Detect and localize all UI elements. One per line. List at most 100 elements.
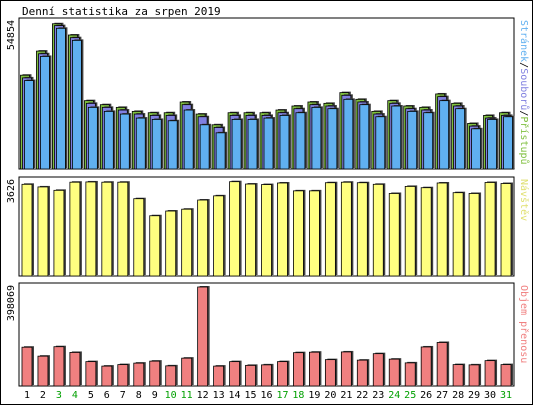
bar-hits-15	[247, 119, 258, 170]
bar-hits-24	[391, 105, 402, 170]
legend-label-visits: Návštěv	[518, 179, 530, 221]
x-tick-label-29: 29	[468, 390, 480, 401]
bar-volume-17	[277, 361, 288, 387]
x-tick-label-25: 25	[404, 390, 416, 401]
x-tick-label-28: 28	[452, 390, 464, 401]
x-tick-label-31: 31	[500, 390, 512, 401]
bar-hits-10	[167, 120, 178, 170]
x-tick-label-8: 8	[136, 390, 142, 401]
bar-volume-9	[149, 360, 161, 387]
chart-title: Denní statistika za srpen 2019	[22, 5, 221, 18]
bar-visits-27	[436, 182, 448, 277]
bar-volume-28	[452, 364, 464, 387]
bar-hits-17	[279, 115, 290, 170]
bar-hits-13	[215, 132, 226, 170]
bar-visits-13	[213, 195, 224, 277]
x-tick-label-24: 24	[388, 390, 400, 401]
x-tick-label-6: 6	[104, 390, 110, 401]
bar-visits-17	[277, 182, 288, 277]
x-axis-labels: 1 2 3 4 5 6 7 8 9 10 11 12 13 14 15 16 17 18 19 20 21 22 23 24 2…	[24, 390, 512, 401]
x-tick-label-30: 30	[484, 390, 496, 401]
bar-visits-22	[356, 182, 368, 277]
bar-volume-7	[117, 364, 129, 387]
x-tick-label-23: 23	[372, 390, 384, 401]
legend-entry: Návštěv	[518, 179, 530, 221]
legend-label-hits: Stránek/Souborů/Přístupů	[518, 20, 530, 165]
bar-hits-16	[263, 117, 274, 170]
bar-hits-5	[87, 106, 98, 170]
bar-hits-22	[359, 104, 370, 170]
bar-hits-9	[151, 119, 162, 170]
bar-hits-26	[423, 112, 434, 170]
bar-visits-11	[181, 208, 193, 277]
bar-volume-14	[229, 361, 240, 387]
bar-visits-19	[309, 190, 320, 277]
y-max-label-volume: 398069	[6, 285, 17, 321]
bar-hits-18	[295, 112, 306, 170]
bar-visits-7	[117, 181, 129, 277]
bar-volume-24	[388, 358, 400, 387]
bar-hits-8	[135, 117, 146, 170]
bar-volume-5	[85, 361, 97, 387]
x-tick-label-16: 16	[260, 390, 272, 401]
bar-volume-6	[101, 365, 113, 387]
bar-visits-14	[229, 181, 240, 277]
bar-hits-23	[375, 116, 386, 170]
bar-volume-18	[293, 352, 304, 387]
bar-hits-20	[327, 108, 338, 170]
x-tick-label-10: 10	[165, 390, 177, 401]
bar-hits-19	[311, 106, 322, 170]
bar-visits-20	[324, 182, 336, 277]
bar-visits-29	[468, 193, 480, 277]
bar-volume-22	[356, 359, 368, 387]
bar-visits-25	[404, 185, 416, 277]
bar-visits-2	[37, 186, 49, 277]
x-tick-label-9: 9	[152, 390, 158, 401]
y-max-label-hits: 54854	[6, 20, 17, 50]
panel-visits: 3626 Návštěv	[6, 176, 530, 277]
bar-visits-15	[245, 183, 256, 277]
bar-hits-1	[24, 80, 34, 170]
bar-volume-21	[340, 351, 352, 387]
bar-visits-5	[85, 181, 97, 277]
bar-volume-1	[21, 346, 33, 387]
bar-visits-10	[165, 210, 177, 277]
bar-volume-8	[133, 362, 145, 387]
bar-volume-29	[468, 364, 480, 387]
legend-separator: /	[518, 62, 529, 68]
x-tick-label-21: 21	[340, 390, 352, 401]
x-tick-label-15: 15	[245, 390, 257, 401]
bar-volume-23	[372, 353, 384, 387]
x-tick-label-4: 4	[72, 390, 78, 401]
legend-separator: /	[518, 110, 529, 116]
bar-hits-28	[455, 108, 466, 170]
bar-visits-23	[372, 183, 384, 277]
bar-volume-31	[500, 364, 512, 387]
bar-hits-7	[119, 113, 130, 170]
x-tick-label-7: 7	[120, 390, 126, 401]
x-tick-label-2: 2	[40, 390, 46, 401]
bar-visits-30	[484, 182, 496, 277]
bar-hits-3	[56, 27, 66, 170]
bar-hits-29	[471, 128, 481, 170]
bar-volume-25	[404, 362, 416, 387]
bar-visits-31	[500, 183, 512, 277]
bar-hits-25	[407, 110, 418, 170]
x-tick-label-3: 3	[56, 390, 62, 401]
x-tick-label-12: 12	[197, 390, 209, 401]
bar-visits-24	[388, 193, 400, 277]
bar-visits-4	[69, 181, 81, 277]
x-tick-label-1: 1	[24, 390, 30, 401]
bar-hits-4	[71, 39, 82, 170]
x-tick-label-13: 13	[213, 390, 225, 401]
bar-visits-18	[293, 190, 304, 277]
legend-entry: Stránek	[518, 20, 530, 62]
panel-hits: 54854 Stránek/Souborů/Přístupů	[6, 17, 530, 170]
bar-volume-20	[324, 359, 336, 387]
bar-volume-12	[197, 286, 209, 387]
bar-hits-12	[199, 124, 210, 170]
x-tick-label-27: 27	[436, 390, 448, 401]
bar-visits-1	[21, 183, 33, 277]
